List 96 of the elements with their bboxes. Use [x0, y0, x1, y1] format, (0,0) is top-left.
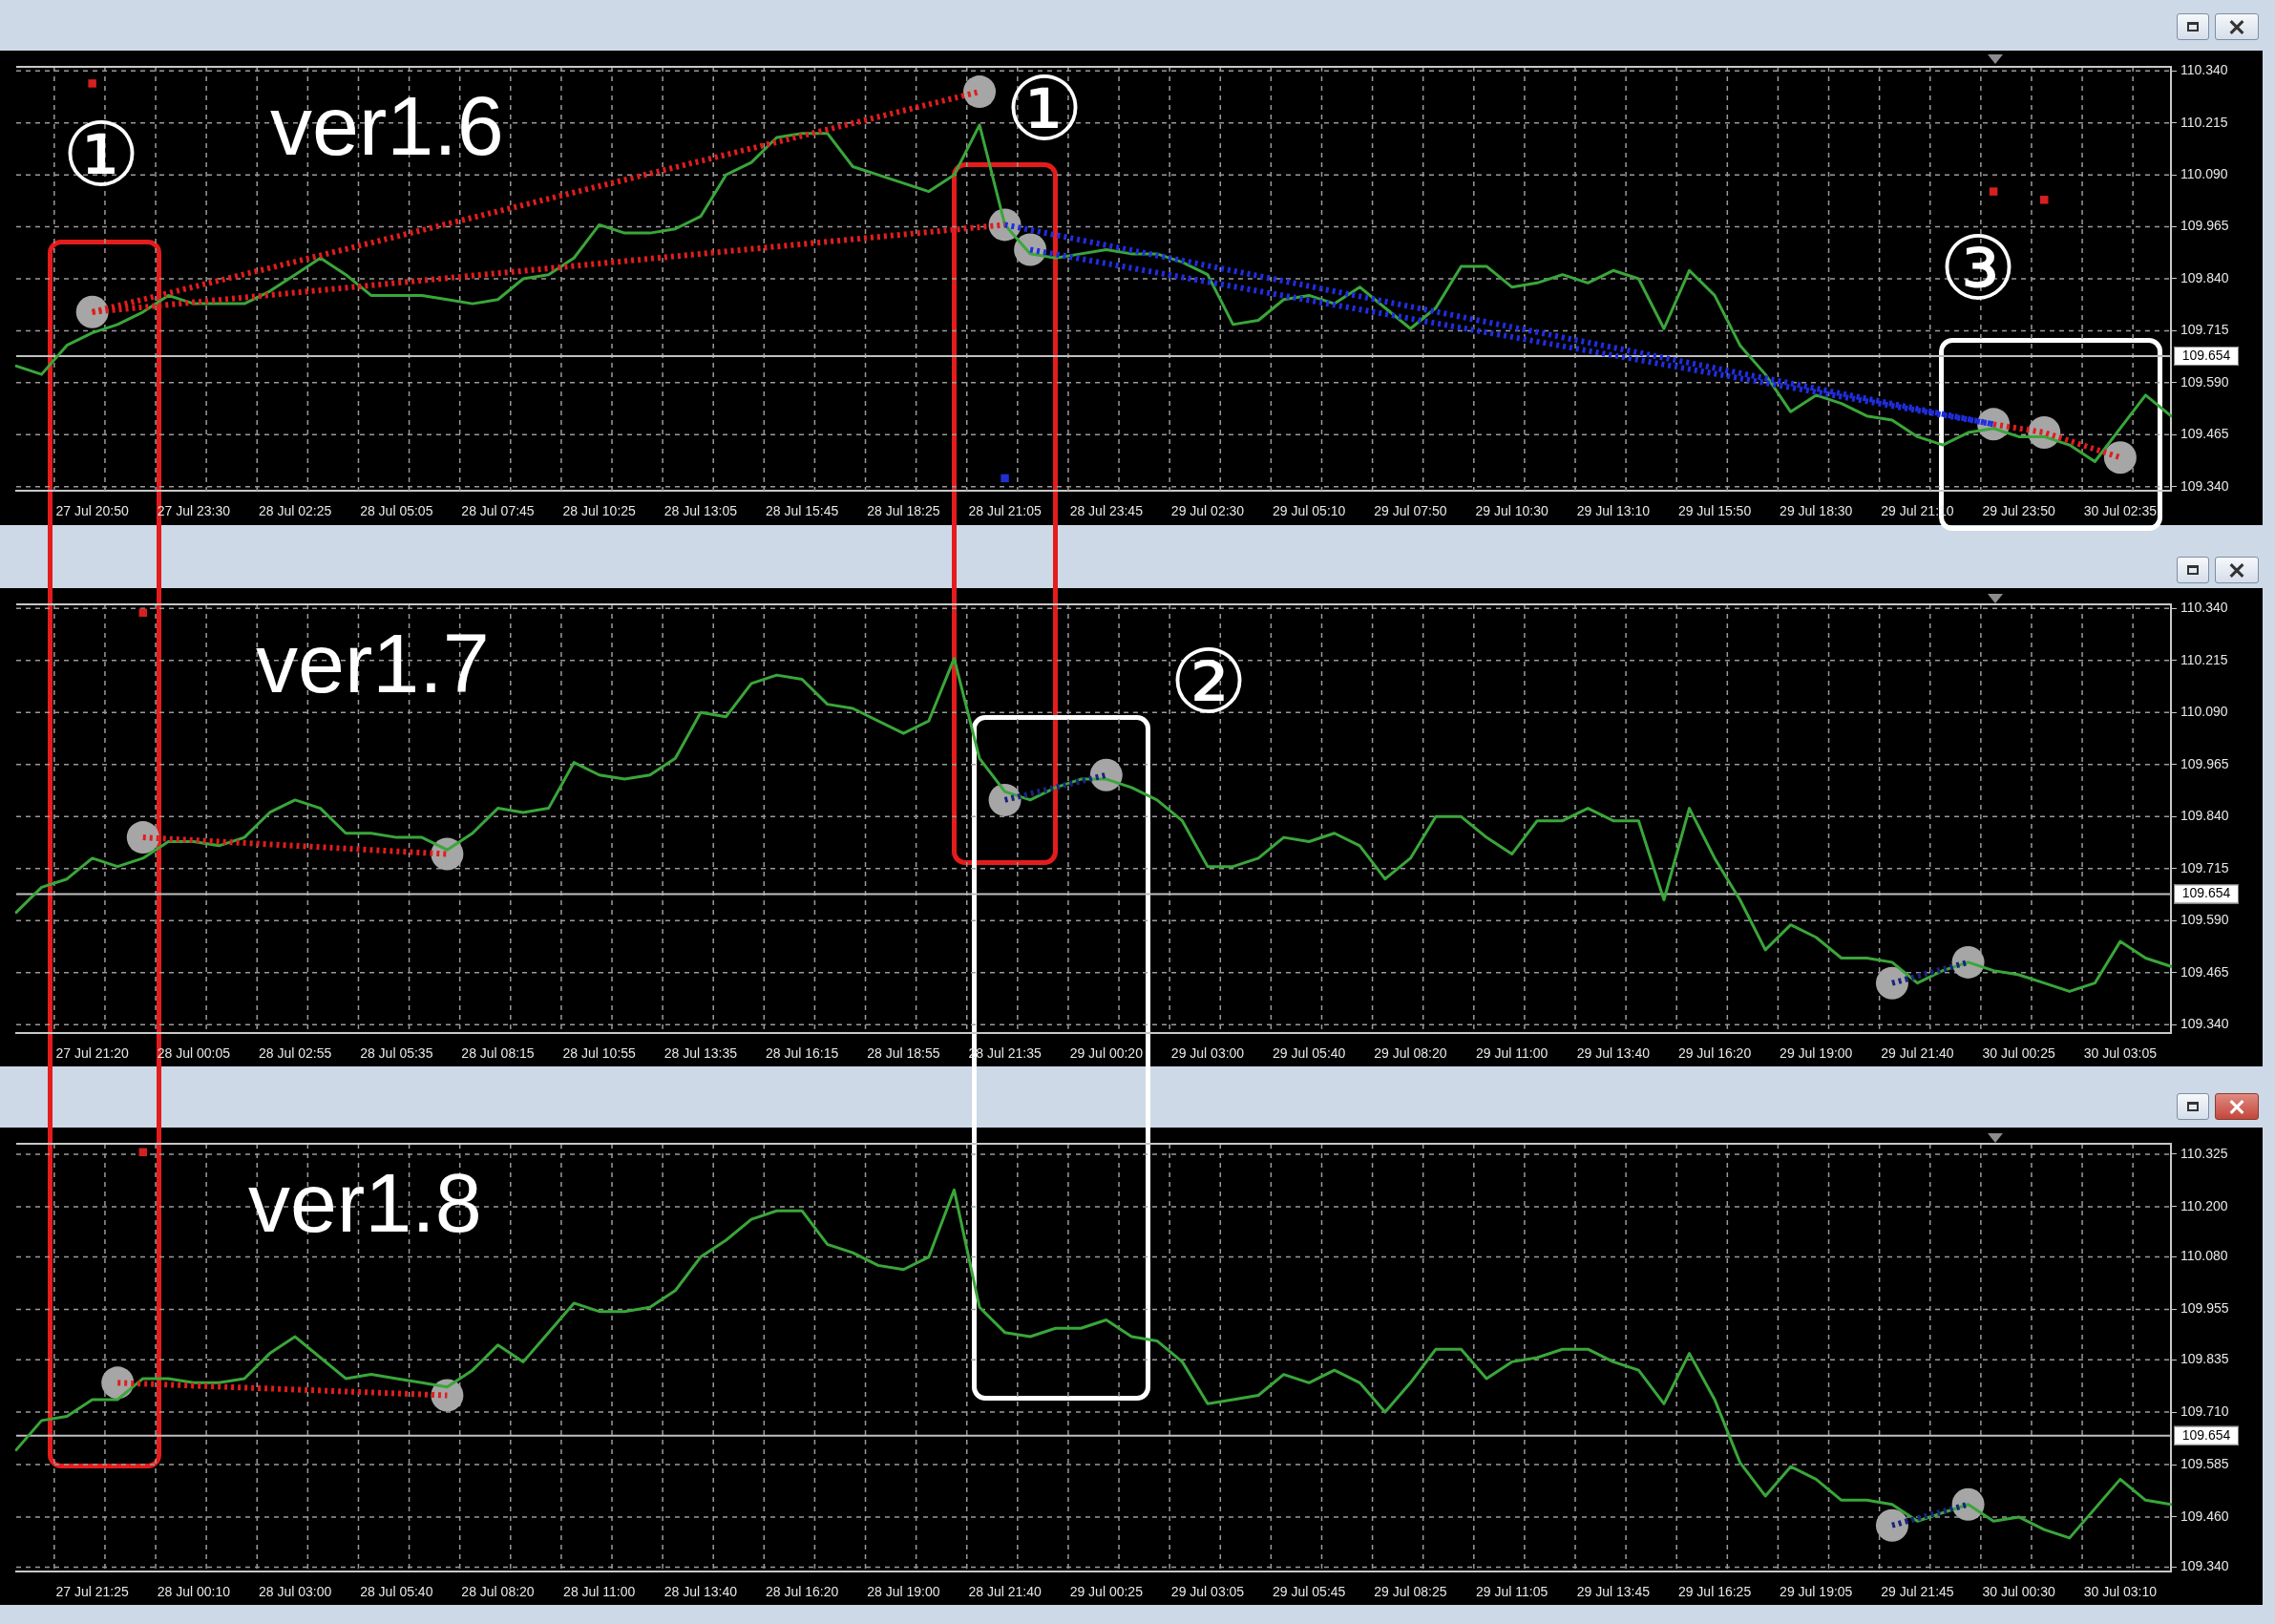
x-tick-label: 28 Jul 23:45 [1069, 503, 1144, 519]
ref-line-label: 109.654 [2181, 347, 2231, 363]
x-tick-label: 28 Jul 21:05 [968, 503, 1042, 519]
x-tick-label: 28 Jul 02:55 [258, 1045, 332, 1062]
x-tick-label: 29 Jul 05:10 [1273, 503, 1346, 519]
ref-line-label: 109.654 [2181, 885, 2231, 901]
x-tick-label: 29 Jul 07:50 [1374, 503, 1447, 519]
x-tick-label: 28 Jul 21:40 [968, 1584, 1042, 1600]
x-tick-label: 29 Jul 08:20 [1374, 1045, 1447, 1062]
x-tick-label: 27 Jul 20:50 [55, 503, 130, 519]
x-tick-label: 28 Jul 05:35 [360, 1045, 433, 1062]
x-tick-label: 30 Jul 03:05 [2083, 1045, 2158, 1062]
x-tick-label: 28 Jul 13:05 [664, 503, 738, 519]
x-tick-label: 29 Jul 00:20 [1069, 1045, 1144, 1062]
y-tick-label: 109.715 [2180, 859, 2229, 875]
y-tick-label: 110.200 [2180, 1197, 2228, 1213]
y-tick-label: 109.840 [2180, 269, 2229, 285]
x-tick-label: 29 Jul 13:45 [1576, 1584, 1651, 1600]
y-tick-label: 109.840 [2180, 808, 2229, 824]
y-tick-label: 109.715 [2180, 322, 2229, 338]
y-tick-label: 110.340 [2180, 600, 2228, 616]
x-tick-label: 29 Jul 10:30 [1475, 503, 1548, 519]
y-tick-label: 109.340 [2180, 1558, 2229, 1574]
x-tick-label: 29 Jul 03:00 [1170, 1045, 1245, 1062]
x-tick-label: 29 Jul 21:45 [1881, 1584, 1954, 1600]
y-tick-label: 110.080 [2180, 1248, 2228, 1264]
x-tick-label: 29 Jul 05:45 [1273, 1584, 1346, 1600]
annotation: ② [1169, 630, 1249, 733]
x-tick-label: 28 Jul 00:10 [157, 1584, 231, 1600]
y-tick-label: 109.965 [2180, 755, 2229, 771]
y-tick-label: 110.090 [2180, 166, 2228, 182]
x-tick-label: 28 Jul 08:15 [461, 1045, 535, 1062]
x-tick-label: 28 Jul 05:40 [360, 1584, 433, 1600]
y-tick-label: 109.465 [2180, 426, 2229, 442]
x-tick-label: 28 Jul 13:35 [664, 1045, 738, 1062]
x-tick-label: 29 Jul 19:00 [1780, 1045, 1853, 1062]
x-tick-label: 30 Jul 00:30 [1982, 1584, 2056, 1600]
chart-title: ver1.6 [270, 78, 504, 173]
y-tick-label: 109.460 [2180, 1508, 2229, 1524]
x-tick-label: 28 Jul 08:20 [461, 1584, 535, 1600]
x-tick-label: 30 Jul 00:25 [1982, 1045, 2056, 1062]
ref-line-label: 109.654 [2181, 1426, 2231, 1443]
y-tick-label: 109.585 [2180, 1455, 2229, 1471]
x-tick-label: 28 Jul 05:05 [360, 503, 433, 519]
x-tick-label: 29 Jul 02:30 [1170, 503, 1245, 519]
x-tick-label: 28 Jul 19:00 [867, 1584, 940, 1600]
x-tick-label: 29 Jul 00:25 [1069, 1584, 1144, 1600]
chart-title: ver1.7 [256, 616, 490, 710]
y-tick-label: 109.590 [2180, 373, 2229, 390]
y-tick-label: 109.965 [2180, 218, 2229, 234]
x-tick-label: 28 Jul 07:45 [461, 503, 535, 519]
y-tick-label: 109.710 [2180, 1403, 2229, 1419]
y-tick-label: 109.955 [2180, 1300, 2229, 1317]
x-tick-label: 28 Jul 10:25 [562, 503, 637, 519]
x-tick-label: 28 Jul 16:15 [765, 1045, 839, 1062]
x-tick-label: 28 Jul 16:20 [765, 1584, 839, 1600]
x-tick-label: 28 Jul 02:25 [258, 503, 332, 519]
chart-title: ver1.8 [248, 1155, 482, 1250]
x-tick-label: 30 Jul 02:35 [2083, 503, 2158, 519]
x-tick-label: 28 Jul 03:00 [258, 1584, 332, 1600]
y-tick-label: 110.325 [2180, 1145, 2228, 1161]
x-tick-label: 29 Jul 11:00 [1476, 1045, 1548, 1062]
x-tick-label: 29 Jul 16:20 [1677, 1045, 1752, 1062]
x-tick-label: 29 Jul 05:40 [1273, 1045, 1346, 1062]
y-tick-label: 109.465 [2180, 963, 2229, 980]
x-tick-label: 28 Jul 10:55 [562, 1045, 637, 1062]
x-tick-label: 29 Jul 19:05 [1780, 1584, 1853, 1600]
x-tick-label: 29 Jul 18:30 [1780, 503, 1853, 519]
x-tick-label: 29 Jul 03:05 [1170, 1584, 1245, 1600]
y-tick-label: 109.340 [2180, 1016, 2229, 1032]
x-tick-label: 29 Jul 21:40 [1881, 1045, 1954, 1062]
x-tick-label: 27 Jul 21:20 [55, 1045, 130, 1062]
x-tick-label: 29 Jul 13:40 [1576, 1045, 1651, 1062]
y-tick-label: 110.215 [2180, 114, 2228, 130]
x-tick-label: 29 Jul 16:25 [1677, 1584, 1752, 1600]
x-tick-label: 28 Jul 18:55 [867, 1045, 940, 1062]
x-tick-label: 29 Jul 11:05 [1476, 1584, 1548, 1600]
y-tick-label: 109.340 [2180, 477, 2229, 494]
y-tick-label: 110.340 [2180, 62, 2228, 78]
x-tick-label: 29 Jul 23:50 [1982, 503, 2056, 519]
x-tick-label: 30 Jul 03:10 [2083, 1584, 2158, 1600]
x-tick-label: 28 Jul 11:00 [563, 1584, 636, 1600]
annotation: ① [61, 103, 141, 206]
annotation: ③ [1938, 217, 2018, 320]
x-tick-label: 27 Jul 21:25 [55, 1584, 130, 1600]
x-tick-label: 29 Jul 08:25 [1374, 1584, 1447, 1600]
y-tick-label: 110.215 [2180, 651, 2228, 667]
y-tick-label: 110.090 [2180, 704, 2228, 720]
x-tick-label: 28 Jul 18:25 [867, 503, 940, 519]
y-tick-label: 109.590 [2180, 912, 2229, 928]
annotation: ① [1004, 57, 1085, 160]
x-tick-label: 29 Jul 13:10 [1576, 503, 1651, 519]
x-tick-label: 29 Jul 15:50 [1677, 503, 1752, 519]
x-tick-label: 28 Jul 15:45 [765, 503, 839, 519]
x-tick-label: 28 Jul 13:40 [664, 1584, 738, 1600]
y-tick-label: 109.835 [2180, 1351, 2229, 1367]
